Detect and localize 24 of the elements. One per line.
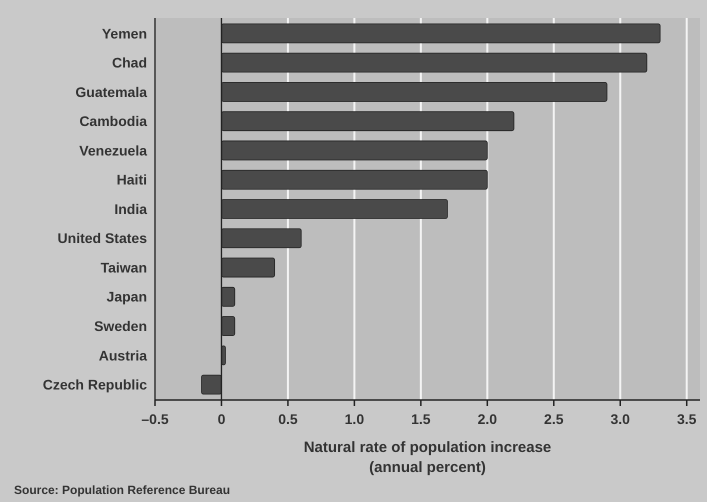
y-tick-label: Haiti [116,172,147,188]
x-tick-label: 1.5 [411,411,431,427]
x-tick-label: 1.0 [344,411,364,427]
y-tick-label: Austria [98,347,148,364]
x-tick-label: 0.5 [278,411,298,427]
y-tick-label: Czech Republic [42,376,148,393]
y-tick-label: Cambodia [79,113,148,130]
y-tick-label: Sweden [94,318,147,334]
y-tick-label: Yemen [102,25,147,42]
y-tick-label: Guatemala [75,84,148,100]
x-tick-label: 3.0 [610,411,630,427]
y-tick-label: Taiwan [100,259,147,276]
x-tick-label: 0 [218,411,226,427]
x-tick-label: 3.5 [676,411,697,427]
y-tick-label: Venezuela [79,142,148,158]
x-axis-title: Natural rate of population increase (annual percent) [304,439,552,476]
x-tick-label: 2.5 [544,411,564,427]
source-note: Source: Population Reference Bureau [14,483,230,497]
x-tick-label: 2.0 [478,411,498,427]
y-tick-label: Chad [112,54,147,71]
y-tick-label: India [114,200,148,217]
x-tick-label: –0.5 [141,411,169,427]
y-tick-label: United States [58,230,148,246]
y-tick-label: Japan [106,288,147,305]
